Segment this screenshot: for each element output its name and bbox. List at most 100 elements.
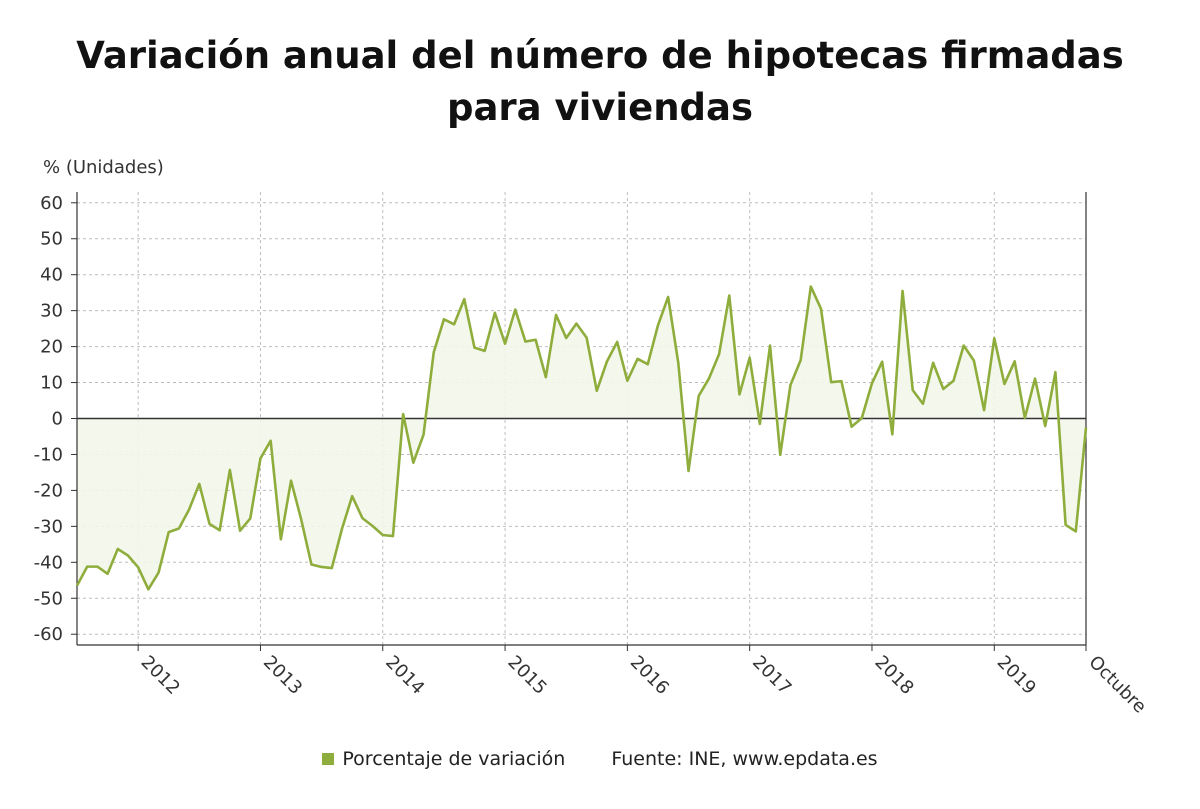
data-point (992, 336, 996, 340)
data-point (656, 323, 660, 327)
data-point (472, 346, 476, 350)
y-tick-label: 60 (40, 193, 63, 214)
y-tick-label: 0 (52, 409, 63, 430)
data-point (197, 482, 201, 486)
data-point (228, 468, 232, 472)
area-fill-layer (77, 286, 1086, 590)
data-point (106, 572, 110, 576)
x-tick-label: Octubre (1084, 652, 1150, 718)
data-point (381, 533, 385, 537)
data-point (238, 529, 242, 533)
data-point (829, 380, 833, 384)
data-point (574, 322, 578, 326)
x-tick-label: 2019 (993, 652, 1040, 699)
data-point (157, 571, 161, 575)
series-line (75, 285, 1088, 591)
data-point (258, 456, 262, 460)
data-point (636, 357, 640, 361)
data-point (503, 342, 507, 346)
data-point (75, 584, 79, 588)
data-point (248, 516, 252, 520)
data-point (360, 516, 364, 520)
data-point (85, 565, 89, 569)
data-point (1053, 370, 1057, 374)
data-point (737, 392, 741, 396)
x-tick-label: 2012 (137, 652, 184, 699)
data-point (116, 547, 120, 551)
data-point (309, 562, 313, 566)
data-point (299, 518, 303, 522)
x-tick-label: 2016 (626, 652, 673, 699)
legend-item: Porcentaje de variación (322, 748, 565, 770)
data-point (615, 340, 619, 344)
data-point (788, 383, 792, 387)
x-tick-label: 2014 (381, 652, 428, 699)
data-point (605, 359, 609, 363)
data-point (972, 359, 976, 363)
data-point (799, 358, 803, 362)
data-point (1074, 529, 1078, 533)
x-tick-label: 2018 (870, 652, 917, 699)
data-point (146, 587, 150, 591)
data-point (330, 566, 334, 570)
data-point (901, 289, 905, 293)
data-point (350, 494, 354, 498)
data-point (778, 453, 782, 457)
data-point (401, 412, 405, 416)
data-point (819, 307, 823, 311)
data-point (666, 295, 670, 299)
data-point (1043, 424, 1047, 428)
data-point (422, 433, 426, 437)
data-point (931, 361, 935, 365)
data-point (534, 338, 538, 342)
data-point (95, 565, 99, 569)
y-tick-label: 10 (40, 373, 63, 394)
data-point (320, 565, 324, 569)
data-point (126, 553, 130, 557)
legend-swatch (322, 753, 335, 765)
data-point (839, 379, 843, 383)
data-point (411, 461, 415, 465)
data-point (371, 524, 375, 528)
data-point (697, 394, 701, 398)
data-point (493, 311, 497, 315)
y-tick-label: -10 (34, 444, 63, 465)
axes (71, 192, 1087, 651)
legend: Porcentaje de variación Fuente: INE, www… (0, 748, 1200, 770)
data-point (1064, 523, 1068, 527)
data-point (1002, 382, 1006, 386)
area-fill (77, 286, 1086, 590)
data-point (860, 416, 864, 420)
y-tick-label: -50 (34, 588, 63, 609)
x-tick-label: 2015 (504, 652, 551, 699)
legend-series-label: Porcentaje de variación (342, 748, 566, 770)
data-point (462, 297, 466, 301)
y-tick-label: -40 (34, 552, 63, 573)
data-point (941, 387, 945, 391)
data-point (595, 389, 599, 393)
data-point (880, 360, 884, 364)
data-point (748, 356, 752, 360)
data-point (167, 530, 171, 534)
data-point (523, 340, 527, 344)
data-point (850, 425, 854, 429)
data-point (1033, 377, 1037, 381)
data-point (544, 375, 548, 379)
data-point (207, 522, 211, 526)
data-point (890, 432, 894, 436)
data-point (513, 308, 517, 312)
data-point (687, 469, 691, 473)
data-point (136, 565, 140, 569)
data-point (442, 317, 446, 321)
data-point (218, 528, 222, 532)
data-point (952, 379, 956, 383)
data-point (758, 422, 762, 426)
data-point (809, 285, 813, 289)
data-point (1013, 359, 1017, 363)
data-point (585, 336, 589, 340)
data-point (625, 379, 629, 383)
y-tick-label: 20 (40, 337, 63, 358)
data-point (727, 294, 731, 298)
data-point (554, 313, 558, 317)
